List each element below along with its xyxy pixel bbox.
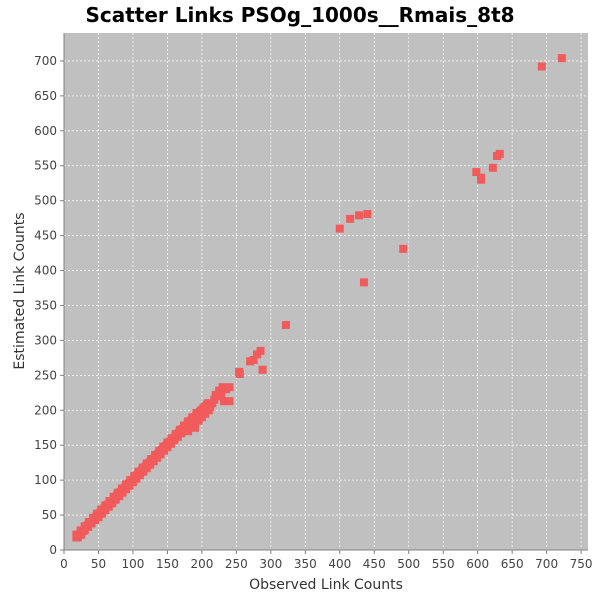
- data-point: [557, 54, 566, 63]
- data-point: [225, 383, 234, 392]
- y-tick-label: 200: [34, 403, 57, 417]
- y-tick-label: 0: [49, 543, 57, 557]
- x-tick-label: 200: [190, 557, 213, 571]
- data-point: [113, 488, 122, 497]
- data-point: [225, 397, 234, 406]
- data-point: [88, 513, 97, 522]
- data-point: [217, 392, 226, 401]
- data-point: [171, 430, 180, 439]
- y-axis-ticks: 0 50 100 150 200 250 300 350 400 450 500 550 600 650 7…: [34, 54, 64, 557]
- data-point: [159, 442, 168, 451]
- x-tick-label: 350: [294, 557, 317, 571]
- y-tick-label: 350: [34, 298, 57, 312]
- x-axis-label: Observed Link Counts: [249, 577, 403, 593]
- data-point: [363, 209, 372, 218]
- x-tick-label: 650: [501, 557, 524, 571]
- data-point: [101, 501, 110, 510]
- y-tick-label: 300: [34, 333, 57, 347]
- data-point: [134, 467, 143, 476]
- x-tick-label: 150: [156, 557, 179, 571]
- data-point: [477, 175, 486, 184]
- data-points: [72, 54, 566, 542]
- data-point: [117, 484, 126, 493]
- data-point: [93, 509, 102, 518]
- x-tick-label: 550: [432, 557, 455, 571]
- data-point: [142, 459, 151, 468]
- x-axis-ticks: 0 50 100 150 200 250 300 350 400 450 500 550 600 650 7…: [60, 550, 593, 571]
- data-point: [109, 492, 118, 501]
- data-point: [282, 321, 291, 330]
- data-point: [175, 425, 184, 434]
- y-tick-label: 400: [34, 264, 57, 278]
- y-tick-label: 150: [34, 438, 57, 452]
- data-point: [249, 355, 258, 364]
- y-tick-label: 500: [34, 194, 57, 208]
- x-tick-label: 450: [363, 557, 386, 571]
- data-point: [84, 518, 93, 527]
- y-tick-label: 650: [34, 89, 57, 103]
- x-tick-label: 50: [91, 557, 106, 571]
- x-tick-label: 700: [535, 557, 558, 571]
- data-point: [167, 434, 176, 443]
- data-point: [105, 497, 114, 506]
- data-point: [258, 365, 267, 374]
- data-point: [355, 211, 364, 220]
- data-point: [130, 471, 139, 480]
- y-tick-label: 100: [34, 473, 57, 487]
- x-tick-label: 100: [121, 557, 144, 571]
- y-tick-label: 600: [34, 124, 57, 138]
- x-tick-label: 500: [397, 557, 420, 571]
- data-point: [219, 397, 228, 406]
- x-tick-label: 600: [466, 557, 489, 571]
- data-point: [359, 278, 368, 287]
- data-point: [184, 427, 193, 436]
- y-tick-label: 50: [42, 508, 57, 522]
- grid-lines: [63, 33, 588, 551]
- data-point: [191, 423, 199, 432]
- data-point: [188, 413, 197, 422]
- data-point: [146, 455, 155, 464]
- data-point: [235, 369, 244, 378]
- data-point: [155, 446, 164, 455]
- data-point: [495, 149, 504, 158]
- x-tick-label: 300: [259, 557, 282, 571]
- data-point: [97, 505, 106, 514]
- data-point: [151, 450, 160, 459]
- x-tick-label: 0: [60, 557, 68, 571]
- y-tick-label: 550: [34, 159, 57, 173]
- data-point: [77, 530, 86, 539]
- data-point: [76, 526, 85, 535]
- y-tick-label: 250: [34, 368, 57, 382]
- data-point: [138, 463, 147, 472]
- data-point: [346, 214, 355, 223]
- data-point: [72, 530, 81, 539]
- data-point: [472, 168, 481, 177]
- data-point: [399, 244, 408, 253]
- data-point: [126, 476, 135, 485]
- chart-title: Scatter Links PSOg_1000s__Rmais_8t8: [85, 3, 514, 27]
- data-point: [211, 390, 220, 399]
- y-tick-label: 700: [34, 54, 57, 68]
- data-point: [335, 224, 344, 233]
- y-tick-label: 450: [34, 229, 57, 243]
- x-tick-label: 250: [225, 557, 248, 571]
- x-tick-label: 400: [328, 557, 351, 571]
- x-tick-label: 750: [570, 557, 593, 571]
- data-point: [256, 346, 265, 355]
- axes: [63, 33, 588, 551]
- data-point: [122, 480, 131, 489]
- data-point: [80, 522, 89, 531]
- data-point: [210, 395, 219, 404]
- y-axis-label: Estimated Link Counts: [12, 212, 28, 369]
- data-point: [488, 163, 497, 172]
- data-point: [537, 62, 546, 71]
- data-point: [163, 438, 172, 447]
- data-point: [179, 421, 188, 430]
- data-point: [192, 409, 201, 418]
- data-point: [184, 417, 193, 426]
